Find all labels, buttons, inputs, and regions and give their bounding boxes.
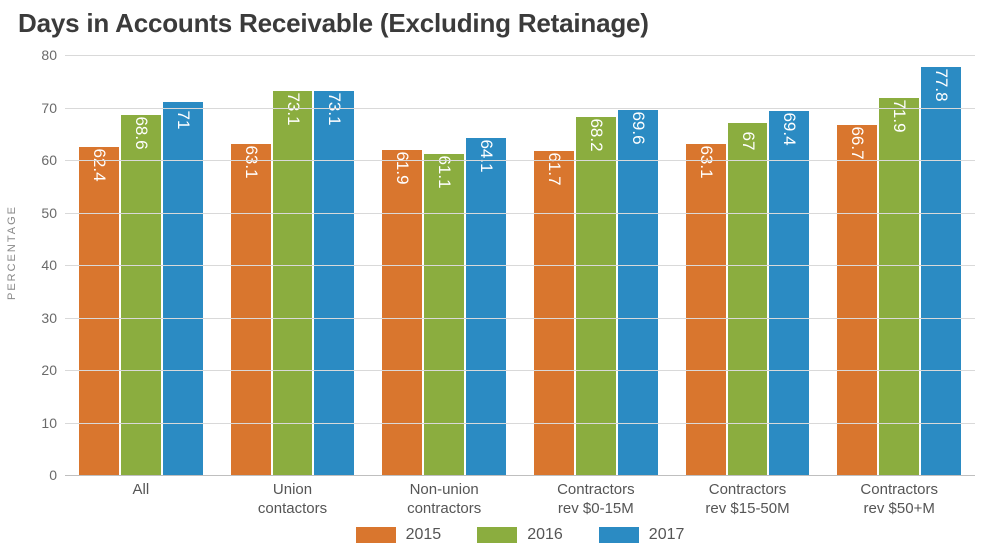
chart-title: Days in Accounts Receivable (Excluding R… bbox=[18, 8, 649, 39]
bar: 73.1 bbox=[314, 91, 354, 475]
y-tick-label: 70 bbox=[27, 100, 57, 116]
legend-swatch bbox=[356, 527, 396, 543]
bar: 68.2 bbox=[576, 117, 616, 475]
bar-value-label: 71.9 bbox=[889, 99, 909, 132]
gridline bbox=[65, 265, 975, 266]
legend-label: 2017 bbox=[649, 526, 685, 544]
bar-value-label: 62.4 bbox=[89, 149, 109, 182]
bar-value-label: 68.2 bbox=[586, 118, 606, 151]
legend-item: 2017 bbox=[599, 526, 685, 544]
bar: 61.7 bbox=[534, 151, 574, 475]
gridline bbox=[65, 318, 975, 319]
legend: 2015 2016 2017 bbox=[65, 526, 975, 544]
legend-item: 2016 bbox=[477, 526, 563, 544]
bar-value-label: 63.1 bbox=[241, 145, 261, 178]
bar-value-label: 71 bbox=[173, 111, 193, 130]
bar-value-label: 69.4 bbox=[779, 112, 799, 145]
gridline bbox=[65, 213, 975, 214]
bar: 68.6 bbox=[121, 115, 161, 475]
bar-value-label: 67 bbox=[738, 132, 758, 151]
y-tick-label: 10 bbox=[27, 415, 57, 431]
bar: 73.1 bbox=[273, 91, 313, 475]
bar-value-label: 69.6 bbox=[628, 111, 648, 144]
bar-value-label: 73.1 bbox=[324, 93, 344, 126]
gridline bbox=[65, 160, 975, 161]
y-tick-label: 60 bbox=[27, 152, 57, 168]
y-axis-label: PERCENTAGE bbox=[6, 205, 18, 300]
legend-item: 2015 bbox=[356, 526, 442, 544]
gridline bbox=[65, 475, 975, 476]
y-tick-label: 30 bbox=[27, 310, 57, 326]
bar-value-label: 61.7 bbox=[544, 153, 564, 186]
y-tick-label: 50 bbox=[27, 205, 57, 221]
bar-value-label: 73.1 bbox=[283, 93, 303, 126]
y-tick-label: 80 bbox=[27, 47, 57, 63]
x-category-label: Unioncontactors bbox=[217, 481, 369, 519]
x-category-label: All bbox=[65, 481, 217, 500]
bar: 71 bbox=[163, 102, 203, 475]
x-category-label: Contractorsrev $50+M bbox=[823, 481, 975, 519]
x-category-label: Contractorsrev $15-50M bbox=[672, 481, 824, 519]
legend-swatch bbox=[477, 527, 517, 543]
legend-swatch bbox=[599, 527, 639, 543]
bar: 63.1 bbox=[231, 144, 271, 475]
bar: 77.8 bbox=[921, 67, 961, 475]
legend-label: 2016 bbox=[527, 526, 563, 544]
gridline bbox=[65, 423, 975, 424]
gridline bbox=[65, 370, 975, 371]
plot-area: 62.468.671All63.173.173.1Unioncontactors… bbox=[65, 55, 975, 475]
y-tick-label: 20 bbox=[27, 362, 57, 378]
y-tick-label: 40 bbox=[27, 257, 57, 273]
gridline bbox=[65, 55, 975, 56]
bar: 64.1 bbox=[466, 138, 506, 475]
bar: 69.4 bbox=[769, 111, 809, 475]
x-category-label: Contractorsrev $0-15M bbox=[520, 481, 672, 519]
bar-value-label: 64.1 bbox=[476, 140, 496, 173]
bar: 69.6 bbox=[618, 110, 658, 475]
bar: 61.9 bbox=[382, 150, 422, 475]
bar: 63.1 bbox=[686, 144, 726, 475]
bar-value-label: 66.7 bbox=[847, 126, 867, 159]
legend-label: 2015 bbox=[406, 526, 442, 544]
x-category-label: Non-unioncontractors bbox=[368, 481, 520, 519]
y-tick-label: 0 bbox=[27, 467, 57, 483]
bar: 62.4 bbox=[79, 147, 119, 475]
gridline bbox=[65, 108, 975, 109]
bar: 61.1 bbox=[424, 154, 464, 475]
bar-value-label: 61.9 bbox=[392, 151, 412, 184]
bar-value-label: 77.8 bbox=[931, 68, 951, 101]
bar-value-label: 68.6 bbox=[131, 116, 151, 149]
bar: 71.9 bbox=[879, 98, 919, 475]
bar-value-label: 63.1 bbox=[696, 145, 716, 178]
